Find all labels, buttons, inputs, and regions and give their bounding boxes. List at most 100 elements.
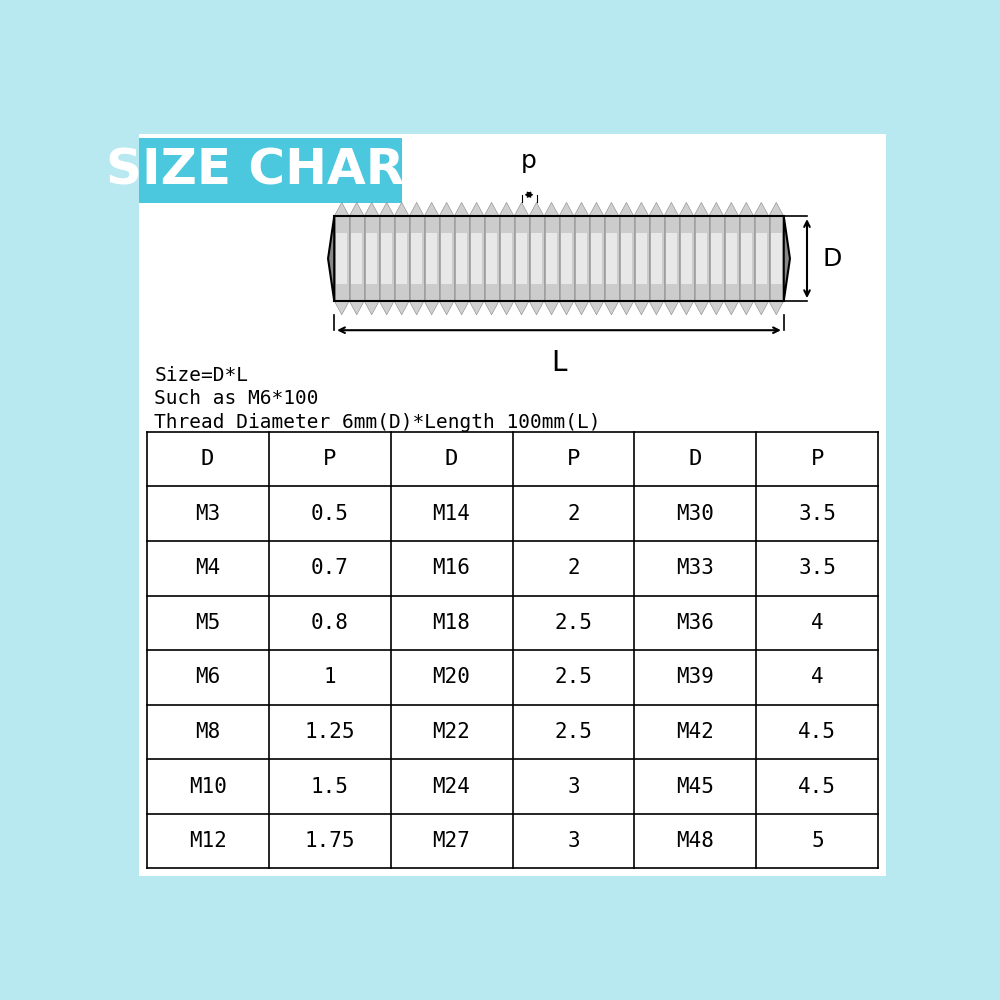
Polygon shape <box>544 202 559 216</box>
Bar <box>604 216 606 301</box>
Polygon shape <box>664 301 679 315</box>
Polygon shape <box>769 301 784 315</box>
Text: L: L <box>551 349 567 377</box>
Polygon shape <box>769 202 784 216</box>
Polygon shape <box>484 202 499 216</box>
Bar <box>634 216 636 301</box>
Text: 0.7: 0.7 <box>311 558 349 578</box>
Bar <box>634 216 649 301</box>
Bar <box>351 233 362 284</box>
Bar <box>636 233 647 284</box>
Text: M30: M30 <box>676 504 714 524</box>
Text: M39: M39 <box>676 667 714 687</box>
Polygon shape <box>679 202 694 216</box>
Bar <box>379 216 394 301</box>
Bar <box>739 216 754 301</box>
Polygon shape <box>499 202 514 216</box>
Bar <box>516 233 527 284</box>
Text: M3: M3 <box>195 504 220 524</box>
Bar <box>666 233 677 284</box>
Polygon shape <box>349 301 364 315</box>
Bar <box>679 216 681 301</box>
Text: 2.5: 2.5 <box>555 667 592 687</box>
Bar <box>589 216 604 301</box>
Bar <box>604 216 619 301</box>
Bar <box>366 233 377 284</box>
Bar <box>709 216 711 301</box>
Bar <box>409 216 411 301</box>
Polygon shape <box>739 202 754 216</box>
Polygon shape <box>529 202 544 216</box>
Text: M4: M4 <box>195 558 220 578</box>
Bar <box>486 233 497 284</box>
Polygon shape <box>328 216 334 301</box>
Polygon shape <box>604 202 619 216</box>
Polygon shape <box>394 301 409 315</box>
Polygon shape <box>484 301 499 315</box>
Text: D: D <box>201 449 214 469</box>
Text: 0.8: 0.8 <box>311 613 349 633</box>
Bar <box>531 233 542 284</box>
Bar <box>514 216 529 301</box>
Bar <box>364 216 379 301</box>
Polygon shape <box>694 202 709 216</box>
Bar <box>591 233 602 284</box>
Text: M33: M33 <box>676 558 714 578</box>
Bar <box>724 216 726 301</box>
Bar <box>561 233 572 284</box>
Bar <box>574 216 589 301</box>
Bar <box>409 216 424 301</box>
Text: 3.5: 3.5 <box>798 504 836 524</box>
Bar <box>694 216 709 301</box>
Text: M27: M27 <box>433 831 470 851</box>
Text: P: P <box>323 449 336 469</box>
Polygon shape <box>424 301 439 315</box>
Bar <box>334 216 349 301</box>
Bar <box>559 216 574 301</box>
Polygon shape <box>709 202 724 216</box>
Text: 5: 5 <box>811 831 824 851</box>
Text: 2.5: 2.5 <box>555 613 592 633</box>
Polygon shape <box>574 301 589 315</box>
Text: M45: M45 <box>676 777 714 797</box>
Bar <box>649 216 664 301</box>
Polygon shape <box>649 202 664 216</box>
Polygon shape <box>784 216 790 301</box>
Bar <box>379 216 381 301</box>
Bar <box>471 233 482 284</box>
Bar <box>756 233 767 284</box>
Bar <box>349 216 351 301</box>
Polygon shape <box>469 301 484 315</box>
Text: p: p <box>521 149 537 173</box>
Polygon shape <box>364 301 379 315</box>
Text: D: D <box>445 449 458 469</box>
Text: M5: M5 <box>195 613 220 633</box>
Bar <box>456 233 467 284</box>
Bar <box>741 233 752 284</box>
Bar <box>529 216 544 301</box>
Bar <box>754 216 769 301</box>
Bar <box>394 216 396 301</box>
Bar <box>546 233 557 284</box>
Bar <box>381 233 392 284</box>
Polygon shape <box>409 301 424 315</box>
Bar <box>651 233 662 284</box>
Text: 4: 4 <box>811 667 824 687</box>
Polygon shape <box>424 202 439 216</box>
Bar <box>559 216 561 301</box>
Bar <box>771 233 782 284</box>
Bar <box>576 233 587 284</box>
Bar <box>696 233 707 284</box>
Text: 4.5: 4.5 <box>798 722 836 742</box>
Bar <box>424 216 439 301</box>
Text: SIZE CHART: SIZE CHART <box>106 146 436 194</box>
Text: M14: M14 <box>433 504 470 524</box>
Polygon shape <box>469 202 484 216</box>
Bar <box>484 216 499 301</box>
Bar <box>726 233 737 284</box>
Polygon shape <box>619 301 634 315</box>
Polygon shape <box>589 301 604 315</box>
Polygon shape <box>379 202 394 216</box>
Text: Such as M6*100: Such as M6*100 <box>154 389 319 408</box>
Text: 2.5: 2.5 <box>555 722 592 742</box>
